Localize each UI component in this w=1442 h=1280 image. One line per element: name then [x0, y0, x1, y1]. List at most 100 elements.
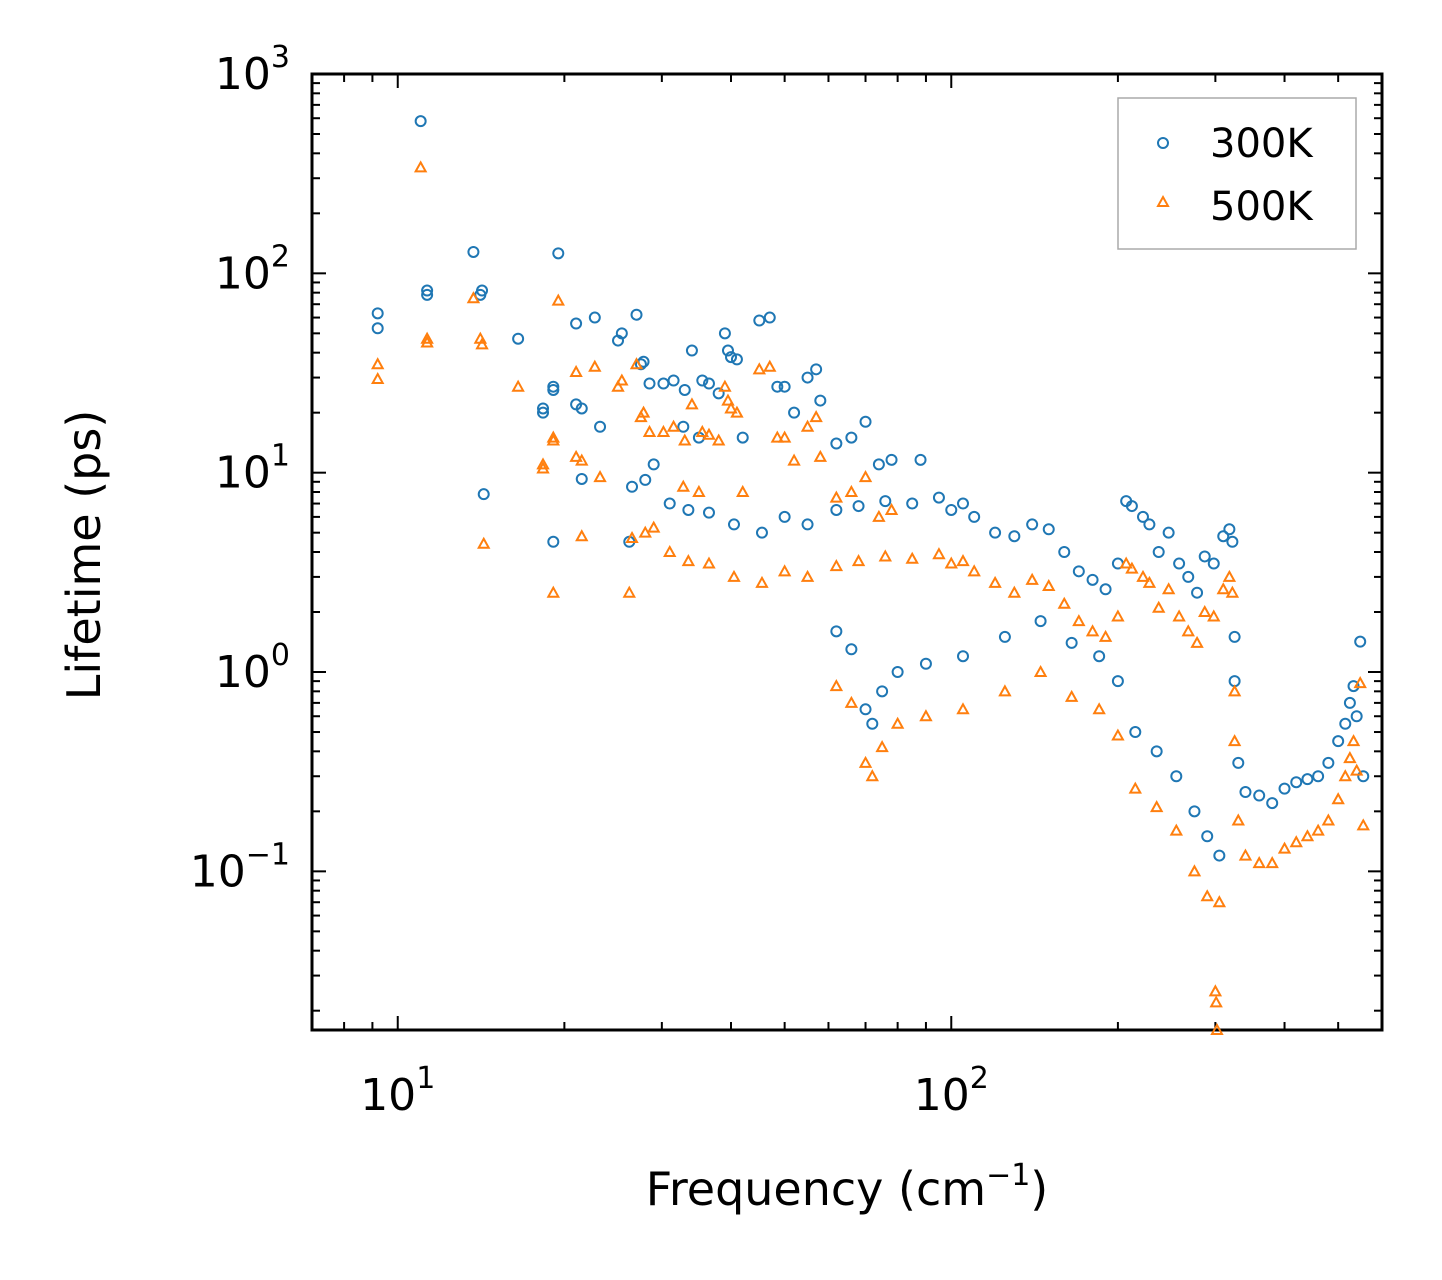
data-point-500k	[1353, 676, 1367, 689]
data-point-500k	[1198, 604, 1212, 618]
data-point-300k	[753, 314, 766, 327]
data-point-500k	[638, 525, 652, 538]
y-tick-label: 100	[215, 638, 290, 698]
data-point-500k	[663, 544, 677, 557]
data-point-300k	[1129, 726, 1142, 739]
data-point-500k	[702, 556, 716, 569]
data-point-500k	[685, 397, 699, 410]
data-point-500k	[813, 449, 828, 462]
data-point-300k	[1058, 546, 1071, 558]
legend-marker-300k	[1157, 137, 1169, 149]
data-point-500k	[1152, 600, 1166, 613]
data-point-500k	[800, 569, 815, 582]
data-point-300k	[876, 685, 889, 698]
data-point-300k	[371, 307, 384, 320]
data-point-500k	[511, 379, 525, 392]
data-point-300k	[1339, 717, 1352, 730]
data-point-300k	[1201, 830, 1214, 843]
data-point-500k	[718, 379, 732, 392]
data-point-500k	[702, 427, 716, 440]
series-300k-points	[371, 115, 1370, 862]
data-point-500k	[875, 740, 889, 753]
data-point-300k	[414, 115, 427, 128]
data-point-300k	[575, 402, 588, 415]
legend-box	[1117, 97, 1357, 250]
data-point-500k	[919, 709, 933, 722]
data-point-300k	[702, 377, 715, 390]
data-point-300k	[1223, 523, 1236, 536]
y-tick-label: 102	[215, 239, 290, 299]
y-axis-label: Lifetime (ps)	[57, 410, 111, 701]
data-point-300k	[667, 374, 680, 387]
data-point-300k	[968, 510, 981, 523]
data-point-500k	[1007, 585, 1022, 598]
data-point-300k	[1150, 745, 1163, 758]
data-point-500k	[809, 410, 823, 423]
data-point-500k	[1225, 585, 1240, 598]
data-point-300k	[1034, 615, 1047, 628]
legend-marker-500k	[1156, 194, 1170, 207]
data-point-300k	[1198, 550, 1211, 563]
data-point-300k	[1125, 500, 1138, 513]
data-point-500k	[1072, 614, 1086, 627]
data-point-300k	[1354, 635, 1367, 648]
data-point-300k	[421, 288, 434, 301]
data-point-500k	[1128, 781, 1142, 794]
data-point-300k	[1152, 546, 1165, 558]
data-point-300k	[721, 344, 734, 357]
y-tick-label-exp: 1	[271, 439, 290, 474]
data-point-500k	[420, 335, 434, 348]
data-point-300k	[1290, 776, 1303, 789]
data-point-500k	[1343, 751, 1357, 764]
data-point-500k	[611, 379, 625, 392]
data-point-300k	[1170, 770, 1183, 783]
x-axis-label-base: Frequency (cm	[646, 1162, 986, 1216]
data-point-500k	[1208, 984, 1223, 997]
data-point-300k	[1213, 849, 1226, 862]
data-point-500k	[569, 449, 583, 462]
data-point-300k	[1099, 583, 1112, 596]
data-point-300k	[1086, 573, 1099, 586]
data-point-300k	[879, 495, 892, 508]
data-point-500k	[622, 585, 636, 598]
data-point-500k	[625, 530, 639, 544]
data-point-500k	[475, 337, 489, 350]
data-point-500k	[681, 554, 696, 567]
data-point-500k	[829, 490, 844, 503]
data-point-500k	[1172, 609, 1186, 622]
y-tick-label: 10−1	[190, 837, 290, 897]
data-point-300k	[1072, 565, 1085, 578]
data-point-300k	[575, 472, 588, 485]
data-point-300k	[859, 703, 872, 716]
data-point-300k	[588, 311, 601, 324]
data-point-300k	[1093, 650, 1106, 663]
data-point-300k	[998, 630, 1011, 643]
data-point-300k	[1191, 586, 1204, 599]
data-point-500k	[755, 575, 769, 588]
data-point-300k	[957, 497, 969, 510]
data-point-500k	[967, 564, 981, 577]
data-point-500k	[575, 453, 589, 466]
data-point-500k	[477, 536, 491, 549]
data-point-500k	[1111, 609, 1125, 622]
data-point-300k	[696, 374, 709, 387]
data-point-500k	[593, 470, 607, 483]
data-point-300k	[1188, 805, 1201, 818]
data-point-500k	[575, 529, 589, 542]
data-point-500k	[1321, 813, 1336, 826]
data-point-500k	[770, 430, 785, 443]
data-point-300k	[845, 431, 858, 444]
data-point-500k	[851, 554, 866, 567]
data-point-300k	[663, 497, 676, 510]
x-axis-label: Frequency (cm−1)	[646, 1158, 1049, 1216]
data-point-300k	[801, 518, 814, 531]
data-point-300k	[1111, 675, 1124, 688]
data-point-500k	[676, 479, 690, 492]
data-point-500k	[944, 556, 958, 569]
data-point-500k	[829, 679, 844, 692]
data-point-500k	[1064, 689, 1079, 702]
data-point-500k	[695, 424, 710, 437]
data-point-300k	[552, 247, 565, 260]
data-point-500k	[787, 453, 801, 466]
data-point-300k	[547, 383, 560, 396]
